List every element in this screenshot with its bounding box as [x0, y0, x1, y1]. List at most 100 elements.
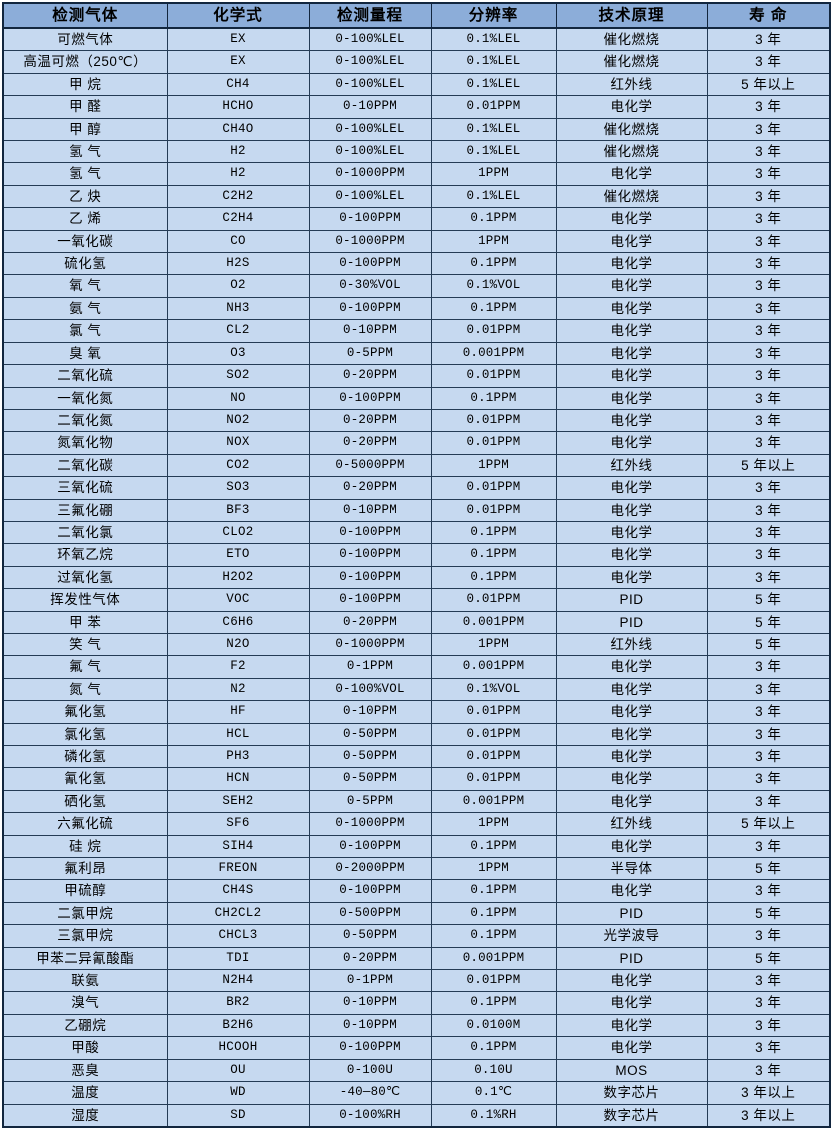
cell-gas-name: 一氧化氮: [2, 386, 168, 410]
cell-lifespan: 5 年以上: [706, 812, 831, 836]
cell-formula: SF6: [166, 812, 310, 836]
column-header-lifespan: 寿 命: [706, 2, 831, 29]
cell-technology: 红外线: [555, 453, 708, 478]
cell-formula: O3: [166, 341, 310, 366]
cell-lifespan: 3 年: [706, 229, 831, 254]
cell-lifespan: 3 年: [706, 1013, 831, 1038]
cell-technology: 电化学: [555, 700, 708, 724]
cell-gas-name: 二氯甲烷: [2, 901, 168, 926]
cell-formula: C2H4: [166, 207, 310, 231]
cell-formula: NH3: [166, 296, 310, 321]
cell-resolution: 0.001PPM: [430, 341, 557, 366]
table-row: 环氧乙烷 ETO 0-100PPM 0.1PPM 电化学 3 年: [2, 543, 831, 567]
cell-lifespan: 3 年: [706, 319, 831, 343]
cell-technology: 催化燃烧: [555, 117, 708, 142]
cell-range: 0-100U: [308, 1058, 432, 1083]
cell-formula: CL2: [166, 319, 310, 343]
cell-technology: 电化学: [555, 1036, 708, 1060]
cell-lifespan: 3 年以上: [706, 1081, 831, 1105]
cell-formula: SIH4: [166, 834, 310, 859]
cell-range: 0-100%LEL: [308, 50, 432, 74]
cell-resolution: 1PPM: [430, 162, 557, 186]
table-row: 氯 气 CL2 0-10PPM 0.01PPM 电化学 3 年: [2, 319, 831, 343]
cell-range: 0-100PPM: [308, 1036, 432, 1060]
cell-gas-name: 湿度: [2, 1103, 168, 1128]
cell-technology: 电化学: [555, 252, 708, 276]
cell-formula: N2H4: [166, 969, 310, 993]
cell-gas-name: 三氯甲烷: [2, 924, 168, 948]
cell-range: 0-100PPM: [308, 543, 432, 567]
cell-lifespan: 3 年: [706, 543, 831, 567]
table-row: 氢 气 H2 0-1000PPM 1PPM 电化学 3 年: [2, 162, 831, 186]
cell-resolution: 0.1PPM: [430, 924, 557, 948]
cell-resolution: 0.1PPM: [430, 296, 557, 321]
cell-range: 0-1000PPM: [308, 632, 432, 657]
cell-formula: CHCL3: [166, 924, 310, 948]
cell-gas-name: 甲 苯: [2, 610, 168, 634]
cell-formula: H2O2: [166, 565, 310, 590]
cell-range: 0-30%VOL: [308, 274, 432, 298]
cell-formula: OU: [166, 1058, 310, 1083]
cell-lifespan: 3 年: [706, 476, 831, 500]
cell-technology: 催化燃烧: [555, 27, 708, 52]
cell-lifespan: 3 年: [706, 341, 831, 366]
cell-resolution: 0.1%LEL: [430, 140, 557, 164]
cell-range: 0-100%RH: [308, 1103, 432, 1128]
cell-lifespan: 3 年: [706, 140, 831, 164]
cell-technology: 电化学: [555, 1013, 708, 1038]
cell-range: -40—80℃: [308, 1081, 432, 1105]
cell-gas-name: 一氧化碳: [2, 229, 168, 254]
table-row: 六氟化硫 SF6 0-1000PPM 1PPM 红外线 5 年以上: [2, 812, 831, 836]
table-row: 臭 氧 O3 0-5PPM 0.001PPM 电化学 3 年: [2, 341, 831, 366]
cell-formula: TDI: [166, 946, 310, 971]
cell-resolution: 0.1%LEL: [430, 117, 557, 142]
cell-gas-name: 环氧乙烷: [2, 543, 168, 567]
cell-gas-name: 笑 气: [2, 632, 168, 657]
cell-lifespan: 3 年: [706, 408, 831, 433]
cell-range: 0-10PPM: [308, 1013, 432, 1038]
cell-resolution: 0.01PPM: [430, 95, 557, 119]
cell-lifespan: 3 年: [706, 677, 831, 702]
cell-gas-name: 氨 气: [2, 296, 168, 321]
column-header-range: 检测量程: [308, 2, 432, 29]
cell-range: 0-10PPM: [308, 991, 432, 1015]
cell-formula: WD: [166, 1081, 310, 1105]
cell-lifespan: 3 年: [706, 364, 831, 388]
cell-technology: 数字芯片: [555, 1103, 708, 1128]
cell-range: 0-20PPM: [308, 408, 432, 433]
cell-gas-name: 氢 气: [2, 162, 168, 186]
cell-formula: NO2: [166, 408, 310, 433]
cell-range: 0-100%LEL: [308, 27, 432, 52]
table-row: 氟 气 F2 0-1PPM 0.001PPM 电化学 3 年: [2, 655, 831, 679]
cell-resolution: 0.1PPM: [430, 991, 557, 1015]
cell-resolution: 0.1PPM: [430, 520, 557, 545]
cell-technology: 半导体: [555, 857, 708, 881]
cell-technology: 电化学: [555, 274, 708, 298]
table-header: 检测气体 化学式 检测量程 分辨率 技术原理 寿 命: [2, 2, 831, 29]
cell-lifespan: 3 年: [706, 207, 831, 231]
cell-technology: 红外线: [555, 812, 708, 836]
cell-technology: 电化学: [555, 341, 708, 366]
table-row: 硅 烷 SIH4 0-100PPM 0.1PPM 电化学 3 年: [2, 834, 831, 859]
cell-gas-name: 氧 气: [2, 274, 168, 298]
cell-technology: 电化学: [555, 476, 708, 500]
cell-lifespan: 3 年: [706, 565, 831, 590]
cell-lifespan: 3 年: [706, 991, 831, 1015]
cell-formula: NO: [166, 386, 310, 410]
cell-lifespan: 3 年: [706, 744, 831, 769]
table-row: 二氧化硫 SO2 0-20PPM 0.01PPM 电化学 3 年: [2, 364, 831, 388]
cell-gas-name: 乙硼烷: [2, 1013, 168, 1038]
cell-gas-name: 过氧化氢: [2, 565, 168, 590]
cell-range: 0-1PPM: [308, 655, 432, 679]
cell-range: 0-50PPM: [308, 744, 432, 769]
cell-gas-name: 乙 烯: [2, 207, 168, 231]
table-row: 甲 醛 HCHO 0-10PPM 0.01PPM 电化学 3 年: [2, 95, 831, 119]
cell-gas-name: 硒化氢: [2, 789, 168, 814]
cell-formula: PH3: [166, 744, 310, 769]
cell-resolution: 0.1℃: [430, 1081, 557, 1105]
cell-gas-name: 甲 醛: [2, 95, 168, 119]
cell-lifespan: 5 年: [706, 588, 831, 612]
table-row: 过氧化氢 H2O2 0-100PPM 0.1PPM 电化学 3 年: [2, 565, 831, 590]
cell-resolution: 0.1PPM: [430, 1036, 557, 1060]
table-row: 三氧化硫 SO3 0-20PPM 0.01PPM 电化学 3 年: [2, 476, 831, 500]
